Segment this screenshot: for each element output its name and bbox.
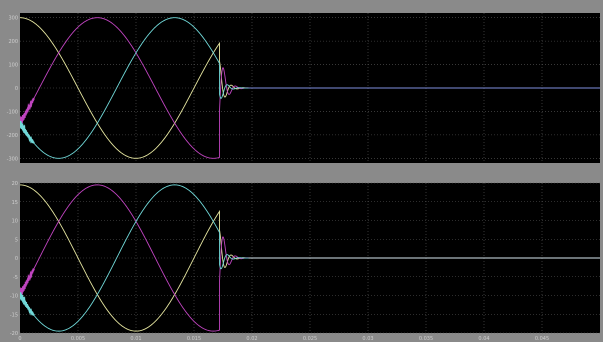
- y-tick-label: 5: [15, 237, 18, 243]
- phase-trace-2: [20, 184, 249, 332]
- plot-1: 300 200 100 0 -100 -200 -300: [7, 13, 600, 163]
- x-tick-label: 0.045: [535, 336, 549, 342]
- y-tick-label: 300: [8, 16, 18, 22]
- trace-group: [20, 17, 600, 159]
- y-tick-label: -200: [7, 133, 18, 139]
- trace-group: [20, 184, 600, 332]
- y-tick-label: 100: [8, 63, 18, 69]
- plot-stack: 3002001000-100-200-30020151050-5-10-15-2…: [7, 13, 600, 342]
- startup-transient: [20, 292, 35, 316]
- phase-trace-3: [20, 184, 249, 332]
- y-tick-label: 15: [12, 200, 18, 206]
- y-tick-label: -100: [7, 109, 18, 115]
- y-tick-label: -300: [7, 156, 18, 162]
- y-tick-label: -10: [10, 294, 18, 300]
- y-tick-label: -15: [10, 312, 18, 318]
- y-tick-label: 0: [15, 256, 18, 262]
- y-tick-label: -20: [10, 331, 18, 337]
- phase-trace-1: [20, 17, 249, 159]
- x-tick-label: 0.005: [71, 336, 85, 342]
- x-tick-label: 0.015: [187, 336, 201, 342]
- startup-transient: [20, 97, 35, 126]
- phase-trace-2: [20, 17, 249, 159]
- y-tick-label: 20: [12, 181, 18, 187]
- x-tick-label: 0.01: [130, 336, 141, 342]
- x-tick-label: 0.025: [303, 336, 317, 342]
- phase-trace-3: [20, 17, 249, 159]
- startup-transient: [20, 268, 35, 297]
- x-tick-label: 0.035: [419, 336, 433, 342]
- y-tick-label: 0: [15, 86, 18, 92]
- x-tick-label: 0: [18, 336, 21, 342]
- y-tick-label: 10: [12, 219, 18, 225]
- y-tick-label: -5: [13, 275, 18, 281]
- y-tick-label: 200: [8, 39, 18, 45]
- startup-transient: [20, 120, 35, 144]
- x-tick-label: 0.02: [246, 336, 257, 342]
- phase-trace-1: [20, 184, 249, 332]
- x-tick-label: 0.04: [478, 336, 489, 342]
- x-tick-label: 0.03: [362, 336, 373, 342]
